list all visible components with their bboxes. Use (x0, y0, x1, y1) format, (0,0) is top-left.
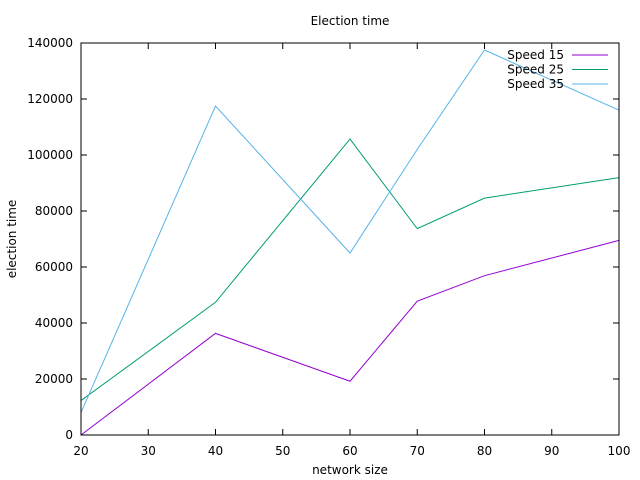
x-tick-label: 30 (141, 444, 156, 458)
axis-ticks: 0 20000 40000 60000 80000 100000 120000 140000 2… (27, 36, 630, 458)
series-line-speed-35 (80, 49, 620, 413)
legend-label: Speed 25 (507, 63, 564, 77)
series-line-speed-25 (80, 138, 620, 401)
y-tick-label: 100000 (27, 148, 73, 162)
x-tick-label: 40 (208, 444, 223, 458)
y-tick-label: 140000 (27, 36, 73, 50)
chart-title: Election time (311, 14, 390, 28)
y-tick-label: 20000 (35, 372, 73, 386)
y-tick-label: 120000 (27, 92, 73, 106)
x-tick-label: 80 (477, 444, 492, 458)
series-line-speed-15 (80, 239, 620, 436)
x-tick-label: 20 (73, 444, 88, 458)
y-tick-label: 60000 (35, 260, 73, 274)
x-tick-label: 70 (410, 444, 425, 458)
x-tick-label: 90 (544, 444, 559, 458)
series-lines (80, 49, 620, 436)
y-tick-label: 80000 (35, 204, 73, 218)
x-tick-label: 100 (608, 444, 631, 458)
plot-frame (80, 42, 620, 436)
legend-label: Speed 15 (507, 48, 564, 62)
legend-label: Speed 35 (507, 77, 564, 91)
y-axis-label: election time (5, 200, 19, 279)
x-tick-label: 50 (275, 444, 290, 458)
x-tick-label: 60 (342, 444, 357, 458)
x-axis-label: network size (312, 463, 388, 477)
y-tick-label: 0 (65, 428, 73, 442)
y-tick-label: 40000 (35, 316, 73, 330)
